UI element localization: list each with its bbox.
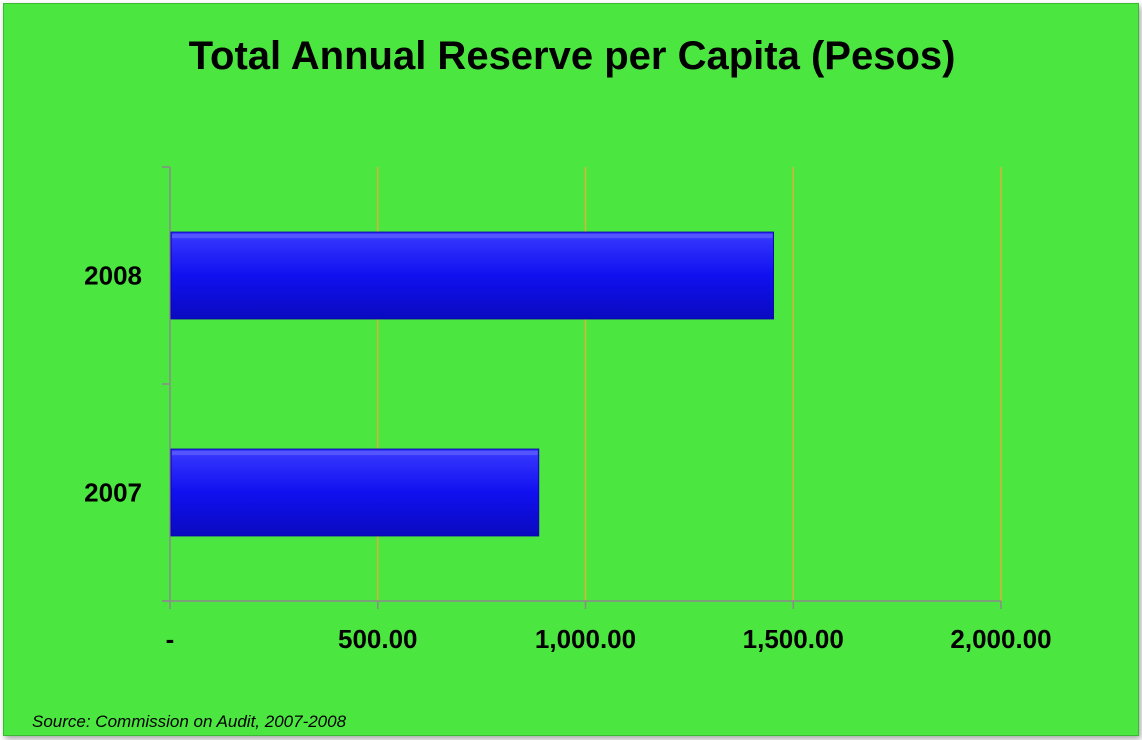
plot-area: 2008 2007 - 500.00 1,000.00 1,500.00 2,000.00 [84,166,1052,655]
x-tick-label-1000: 1,000.00 [535,624,636,654]
x-tick-label-500: 500.00 [338,624,418,654]
x-tick-label-1500: 1,500.00 [743,624,844,654]
bar-2008 [170,231,774,320]
source-note: Source: Commission on Audit, 2007-2008 [32,712,347,731]
axes [162,166,1002,609]
bar-2007 [170,448,540,537]
labels: 2008 2007 - 500.00 1,000.00 1,500.00 2,000.00 [84,261,1051,655]
x-tick-label-0: - [166,624,175,654]
x-tick-label-2000: 2,000.00 [950,624,1051,654]
chart-title: Total Annual Reserve per Capita (Pesos) [188,34,956,78]
category-label-2008: 2008 [84,261,142,291]
bar-highlight-2007 [172,451,538,456]
bar-highlight-2008 [172,234,773,239]
chart-panel: Total Annual Reserve per Capita (Pesos) … [3,3,1139,736]
category-label-2007: 2007 [84,478,142,508]
bars [170,231,774,537]
